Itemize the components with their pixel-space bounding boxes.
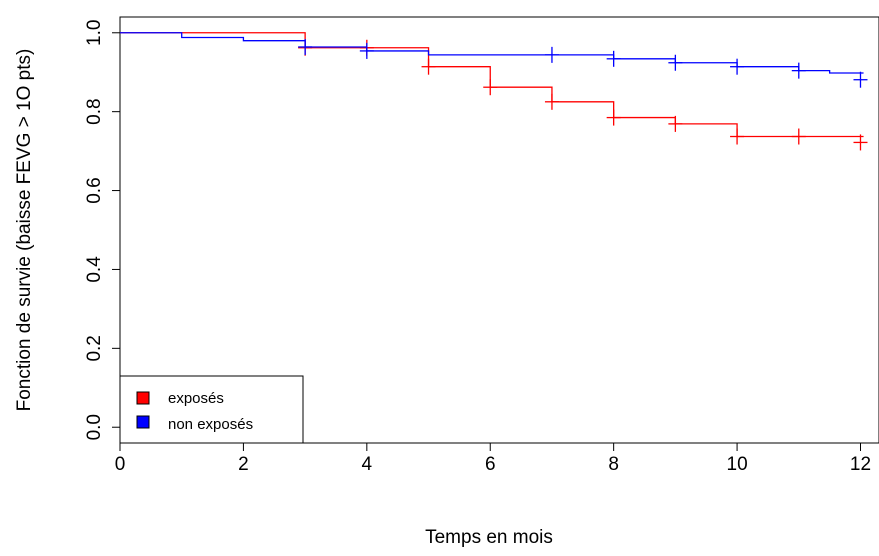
y-tick-label-5: 1.0 (84, 20, 105, 46)
legend-box (119, 375, 304, 444)
x-axis-label: Temps en mois (425, 527, 553, 548)
legend-swatch-non-exposes (136, 415, 150, 429)
series-line-0 (120, 32, 864, 138)
y-tick-label-3: 0.6 (84, 177, 105, 203)
x-tick-label-6: 6 (485, 454, 496, 475)
ticks-layer: 0 2 4 6 8 10 12 0.0 0.2 0.4 0.6 0.8 1.0 (84, 20, 871, 475)
series-line-1 (120, 32, 864, 74)
x-tick-label-10: 10 (727, 454, 748, 475)
y-axis-label: Fonction de survie (baisse FEVG > 1O pts… (14, 49, 35, 412)
y-tick-label-0: 0.0 (84, 414, 105, 440)
x-tick-label-8: 8 (608, 454, 619, 475)
x-tick-label-12: 12 (850, 454, 871, 475)
x-tick-label-0: 0 (115, 454, 126, 475)
legend-label-exposes: exposés (168, 390, 224, 407)
x-tick-label-2: 2 (238, 454, 249, 475)
x-tick-label-4: 4 (362, 454, 373, 475)
legend: exposés non exposés (119, 375, 304, 444)
y-tick-label-2: 0.4 (84, 256, 105, 283)
plot-frame (119, 16, 879, 444)
y-tick-label-1: 0.2 (84, 335, 105, 361)
curves-layer (120, 32, 868, 151)
legend-swatch-exposes (136, 391, 150, 405)
legend-label-non-exposes: non exposés (168, 416, 253, 433)
y-tick-label-4: 0.8 (84, 98, 105, 124)
